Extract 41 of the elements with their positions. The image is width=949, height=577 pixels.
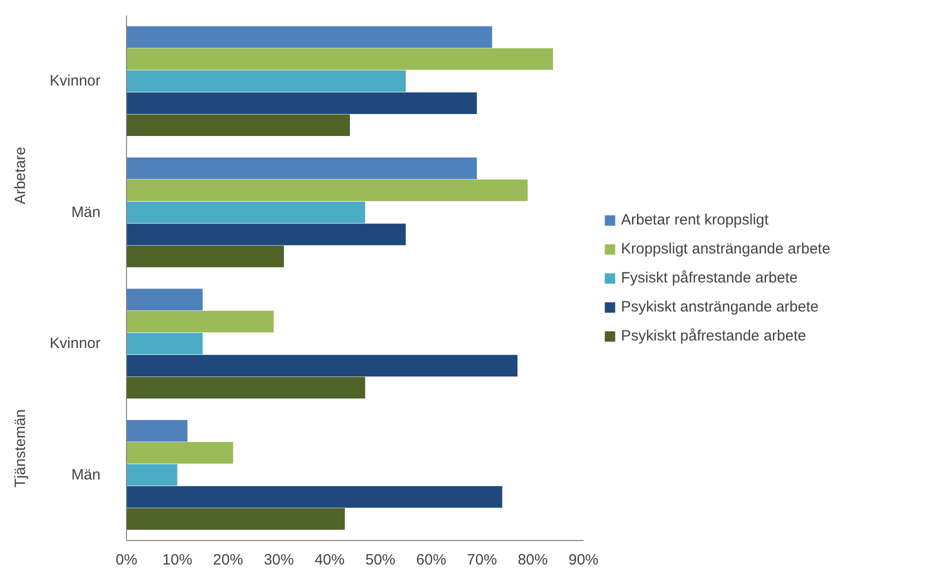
bar xyxy=(126,224,406,246)
x-tick-label: 80% xyxy=(518,552,548,568)
bar xyxy=(126,354,518,376)
x-tick-label: 20% xyxy=(213,552,244,568)
bar xyxy=(126,508,345,530)
x-tick-label: 60% xyxy=(416,552,446,568)
bar xyxy=(126,246,284,268)
text: Tjänstemän xyxy=(12,409,29,488)
y-tick-label: Män xyxy=(71,204,101,221)
y-tick-label: Män xyxy=(71,466,101,484)
bar xyxy=(126,48,554,70)
bar xyxy=(126,114,350,136)
x-tick-label: 10% xyxy=(162,552,192,568)
y-tick-label: Kvinnor xyxy=(50,335,101,352)
x-tick-label: 90% xyxy=(568,552,599,568)
bar xyxy=(126,332,203,354)
bar xyxy=(126,288,203,310)
x-tick-label: 30% xyxy=(264,552,294,568)
bar xyxy=(126,180,528,202)
legend-label: Psykiskt ansträngande arbete xyxy=(621,298,819,315)
bar xyxy=(126,442,234,464)
legend-label: Arbetar rent kroppsligt xyxy=(621,211,769,228)
legend-label: Kroppsligt ansträngande arbete xyxy=(621,240,830,257)
x-tick-label: 40% xyxy=(314,552,345,568)
bar xyxy=(126,92,477,114)
x-tick-label: 50% xyxy=(365,552,396,568)
bar xyxy=(126,26,492,48)
bar xyxy=(126,157,477,180)
bar xyxy=(126,420,188,442)
text: Arbetare xyxy=(12,146,29,204)
bar xyxy=(126,464,178,486)
bar xyxy=(126,310,274,332)
x-tick-label: 70% xyxy=(466,552,497,568)
bar xyxy=(126,486,502,508)
legend-label: Fysiskt påfrestande arbete xyxy=(621,269,798,286)
legend-label: Psykiskt påfrestande arbete xyxy=(621,327,806,344)
x-tick-label: 0% xyxy=(116,552,138,568)
y-tick-label: Kvinnor xyxy=(50,72,101,90)
bar xyxy=(126,70,406,92)
bar xyxy=(126,202,366,224)
bar xyxy=(126,376,366,399)
